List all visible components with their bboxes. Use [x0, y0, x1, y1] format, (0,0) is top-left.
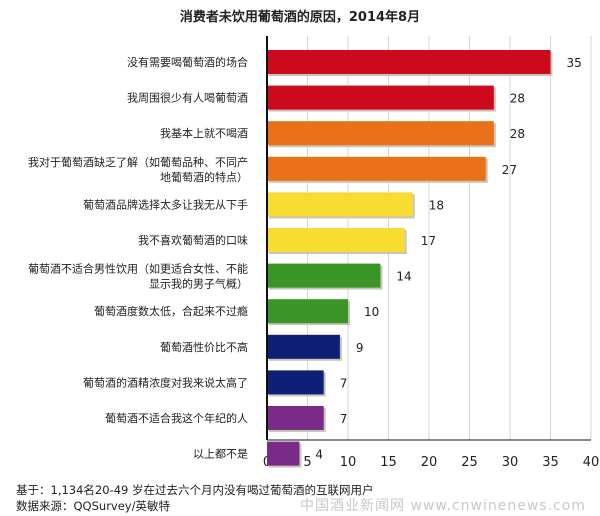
x-tick-label: 10 [340, 455, 357, 470]
bar [267, 85, 494, 110]
category-label: 葡萄酒性价比不高 [160, 340, 248, 354]
value-label: 14 [396, 270, 411, 284]
bar [267, 406, 324, 430]
watermark: 中国酒业新闻网 www.cnwinenews.com [300, 498, 586, 514]
value-label: 35 [567, 56, 582, 70]
category-label: 以上都不是 [193, 448, 248, 461]
bar [267, 334, 340, 359]
value-label: 17 [421, 234, 436, 248]
value-label: 7 [340, 412, 348, 426]
x-tick-label: 5 [303, 455, 311, 470]
category-label: 葡萄酒品牌选择太多让我无从下手 [83, 197, 248, 211]
category-label: 葡萄酒的酒精浓度对我来说太高了 [83, 375, 248, 389]
chart-footnote: 基于：1,134名20-49 岁在过去六个月内没有喝过葡萄酒的互联网用户 数据来… [16, 482, 374, 514]
x-tick-label: 25 [461, 455, 478, 470]
value-label: 18 [429, 198, 444, 212]
bar [267, 192, 413, 217]
bar [267, 121, 494, 146]
category-label: 我对于葡萄酒缺乏了解（如葡萄品种、不同产 [28, 155, 248, 169]
value-label: 10 [364, 305, 379, 319]
value-label: 7 [340, 376, 348, 390]
value-label: 9 [356, 341, 364, 355]
footnote-source: 数据来源：QQSurvey/英敏特 [16, 499, 170, 513]
value-label: 28 [510, 127, 525, 141]
x-tick-label: 15 [380, 455, 397, 470]
category-label: 地葡萄酒的特点） [160, 170, 248, 184]
bar [267, 228, 405, 252]
bar [267, 299, 348, 324]
bar [267, 156, 486, 181]
x-tick-label: 40 [583, 455, 600, 470]
category-label: 我不喜欢葡萄酒的口味 [138, 233, 248, 247]
category-label: 葡萄酒不适合男性饮用（如更适合女性、不能 [28, 262, 248, 276]
x-tick-label: 20 [421, 455, 438, 470]
bar [267, 263, 381, 288]
value-label: 27 [502, 163, 517, 177]
chart-title: 消费者未饮用葡萄酒的原因，2014年8月 [179, 10, 421, 25]
value-label: 4 [315, 448, 323, 462]
category-label: 显示我的男子气概） [149, 277, 248, 291]
category-label: 葡萄酒不适合我这个年纪的人 [105, 411, 248, 425]
value-label: 28 [510, 92, 525, 106]
x-tick-label: 35 [542, 455, 559, 470]
bar-chart: 051015202530354035没有需要喝葡萄酒的场合28我周围很少有人喝葡… [28, 36, 600, 470]
category-label: 我基本上就不喝酒 [160, 126, 248, 140]
bar [267, 441, 300, 466]
footnote-base: 基于：1,134名20-49 岁在过去六个月内没有喝过葡萄酒的互联网用户 [16, 483, 374, 497]
category-label: 葡萄酒度数太低，合起来不过瘾 [94, 304, 248, 318]
x-tick-label: 30 [502, 455, 519, 470]
category-label: 我周围很少有人喝葡萄酒 [127, 91, 248, 105]
bar [267, 50, 551, 74]
category-label: 没有需要喝葡萄酒的场合 [127, 55, 248, 69]
bar [267, 370, 324, 395]
